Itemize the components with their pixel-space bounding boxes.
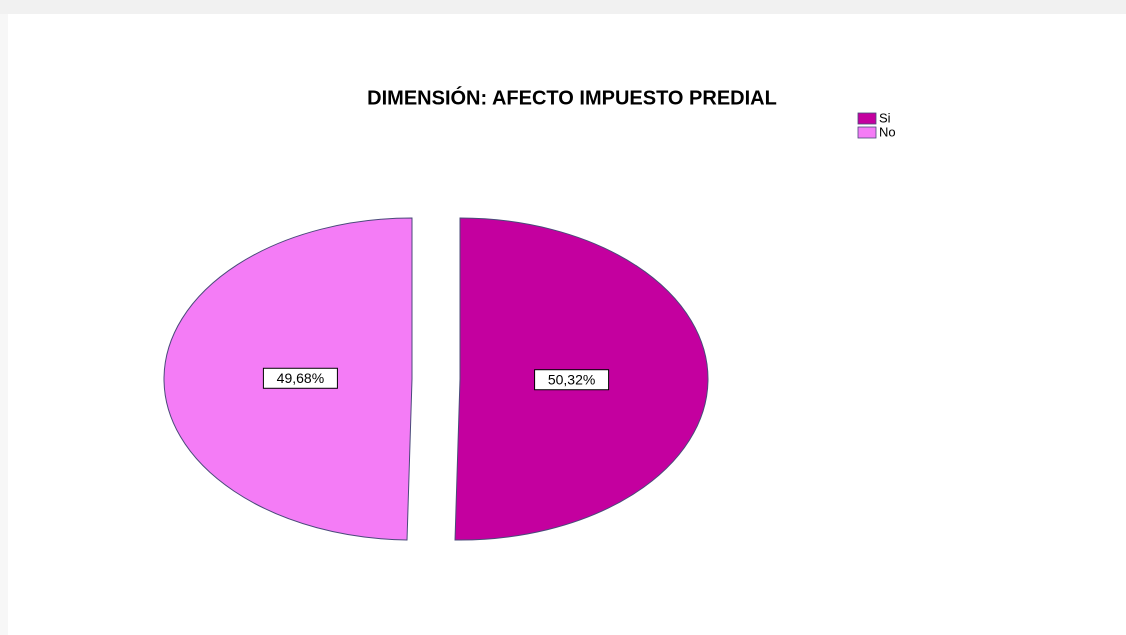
value-label: 50,32% <box>548 371 595 387</box>
left-edge <box>0 14 8 635</box>
chart-title: DIMENSIÓN: AFECTO IMPUESTO PREDIAL <box>367 85 777 109</box>
legend-swatch <box>857 112 877 125</box>
value-label-box <box>262 367 338 389</box>
value-label-box <box>534 369 610 391</box>
legend-swatch <box>857 126 877 139</box>
value-label: 49,68% <box>277 370 324 386</box>
top-bar <box>0 0 1126 14</box>
legend-label: Si <box>879 110 891 125</box>
legend-label: No <box>879 124 896 139</box>
